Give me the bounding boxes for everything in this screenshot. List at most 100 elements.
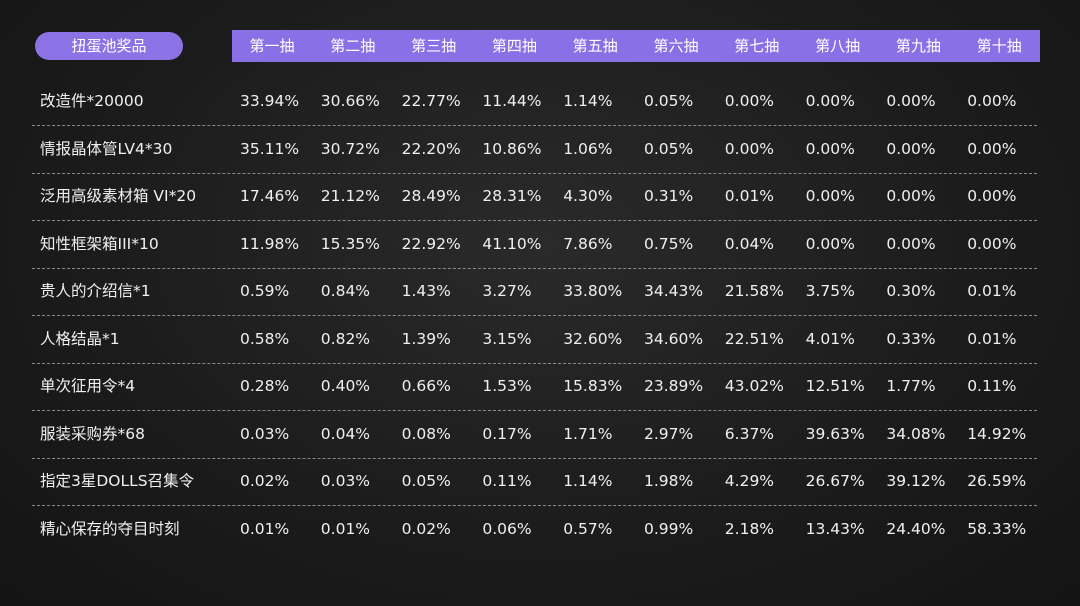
probability: 39.12% (886, 472, 946, 490)
row-label: 改造件*20000 (40, 92, 144, 110)
probability: 34.08% (886, 424, 946, 443)
probability: 0.00% (886, 234, 936, 253)
probability: 2.18% (724, 519, 775, 538)
row-label: 指定3星DOLLS召集令 (40, 472, 195, 490)
probability: 0.59% (240, 282, 290, 300)
column-header: 第一抽 (249, 37, 295, 55)
table-row: 人格结晶*1 0.58% 0.82% 1.39% 3.15% 32.60% 34.60% 22… (32, 316, 1037, 364)
probability: 24.40% (886, 519, 946, 538)
probability: 22.77% (401, 92, 461, 110)
probability: 0.17% (482, 424, 532, 443)
probability: 1.06% (563, 139, 613, 158)
probability: 2.97% (644, 424, 694, 443)
probability: 1.98% (644, 472, 694, 490)
column-header: 第七抽 (734, 37, 780, 55)
table-row: 知性框架箱III*10 11.98% 15.35% 22.92% 41.10% 7.86%… (32, 221, 1037, 269)
probability: 1.71% (563, 424, 613, 443)
probability: 58.33% (967, 519, 1027, 538)
column-header: 第六抽 (653, 37, 699, 55)
probability: 21.12% (320, 187, 380, 205)
probability: 3.75% (805, 282, 855, 300)
corner-label: 扭蛋池奖品 (35, 32, 183, 60)
table-row: 情报晶体管LV4*30 35.11% 30.72% 22.20% 10.86% 1.06%… (32, 126, 1037, 174)
probability: 39.63% (805, 424, 865, 443)
probability: 0.00% (805, 92, 855, 110)
probability: 23.89% (644, 377, 704, 395)
probability: 1.77% (886, 377, 936, 395)
probability: 0.01% (967, 282, 1017, 300)
table-row: 精心保存的夺目时刻 0.01% 0.01% 0.02% 0.06% 0.57% 0.99% 2… (32, 506, 1037, 553)
table-row: 单次征用令*4 0.28% 0.40% 0.66% 1.53% 15.83% 23.89% 4… (32, 363, 1037, 411)
probability: 0.00% (805, 187, 855, 205)
probability: 4.30% (563, 187, 613, 205)
probability: 0.11% (967, 377, 1017, 395)
probability: 34.43% (644, 282, 704, 300)
probability: 0.40% (320, 377, 371, 395)
probability: 1.43% (401, 282, 451, 300)
probability: 0.00% (967, 234, 1017, 253)
probability: 0.02% (401, 519, 451, 538)
probability: 0.75% (644, 234, 694, 253)
probability: 0.00% (967, 187, 1017, 205)
probability: 26.67% (805, 472, 865, 490)
probability: 3.27% (482, 282, 532, 300)
probability: 0.00% (805, 234, 855, 253)
probability: 15.83% (563, 377, 623, 395)
row-label: 知性框架箱III*10 (40, 234, 159, 253)
probability: 0.08% (401, 424, 451, 443)
row-label: 人格结晶*1 (40, 329, 120, 348)
probability: 0.00% (886, 187, 936, 205)
probability: 0.28% (240, 377, 290, 395)
probability: 0.02% (240, 472, 290, 490)
row-label: 贵人的介绍信*1 (40, 282, 151, 300)
probability: 14.92% (967, 424, 1027, 443)
probability: 0.30% (886, 282, 936, 300)
probability: 41.10% (482, 234, 542, 253)
probability: 0.66% (401, 377, 451, 395)
probability: 6.37% (724, 424, 775, 443)
probability: 0.00% (967, 92, 1017, 110)
row-label: 单次征用令*4 (40, 377, 136, 395)
probability: 0.04% (724, 234, 775, 253)
probability: 4.01% (805, 329, 855, 348)
probability: 22.51% (724, 329, 784, 348)
probability: 0.01% (320, 519, 371, 538)
probability: 33.80% (563, 282, 623, 300)
probability: 0.00% (724, 139, 775, 158)
probability: 13.43% (805, 519, 865, 538)
probability: 0.82% (320, 329, 371, 348)
probability: 0.00% (724, 92, 775, 110)
probability: 11.44% (482, 92, 542, 110)
probability: 0.31% (644, 187, 694, 205)
probability: 0.05% (644, 92, 694, 110)
probability: 0.01% (967, 329, 1017, 348)
probability: 1.39% (401, 329, 451, 348)
probability: 1.14% (563, 92, 613, 110)
probability: 0.57% (563, 519, 613, 538)
probability: 0.01% (240, 519, 290, 538)
probability: 28.31% (482, 187, 542, 205)
probability: 30.66% (320, 92, 380, 110)
column-header: 第四抽 (491, 37, 537, 55)
probability: 0.01% (724, 187, 775, 205)
probability: 43.02% (724, 377, 784, 395)
probability: 35.11% (240, 139, 300, 158)
probability: 10.86% (482, 139, 542, 158)
probability: 0.33% (886, 329, 936, 348)
probability: 0.06% (482, 519, 532, 538)
probability: 17.46% (240, 187, 300, 205)
probability: 0.03% (320, 472, 371, 490)
column-header: 第二抽 (330, 37, 376, 55)
probability: 21.58% (724, 282, 784, 300)
probability: 0.58% (240, 329, 290, 348)
probability: 3.15% (482, 329, 532, 348)
row-label: 泛用高级素材箱 VI*20 (40, 187, 197, 205)
probability: 32.60% (563, 329, 623, 348)
table-row: 贵人的介绍信*1 0.59% 0.84% 1.43% 3.27% 33.80% 34.43%… (32, 268, 1037, 316)
table-row: 指定3星DOLLS召集令 0.02% 0.03% 0.05% 0.11% 1.14% 1.9… (32, 458, 1037, 506)
column-header: 第八抽 (815, 37, 861, 55)
probability: 0.03% (240, 424, 290, 443)
probability: 1.53% (482, 377, 532, 395)
probability: 22.20% (401, 139, 461, 158)
